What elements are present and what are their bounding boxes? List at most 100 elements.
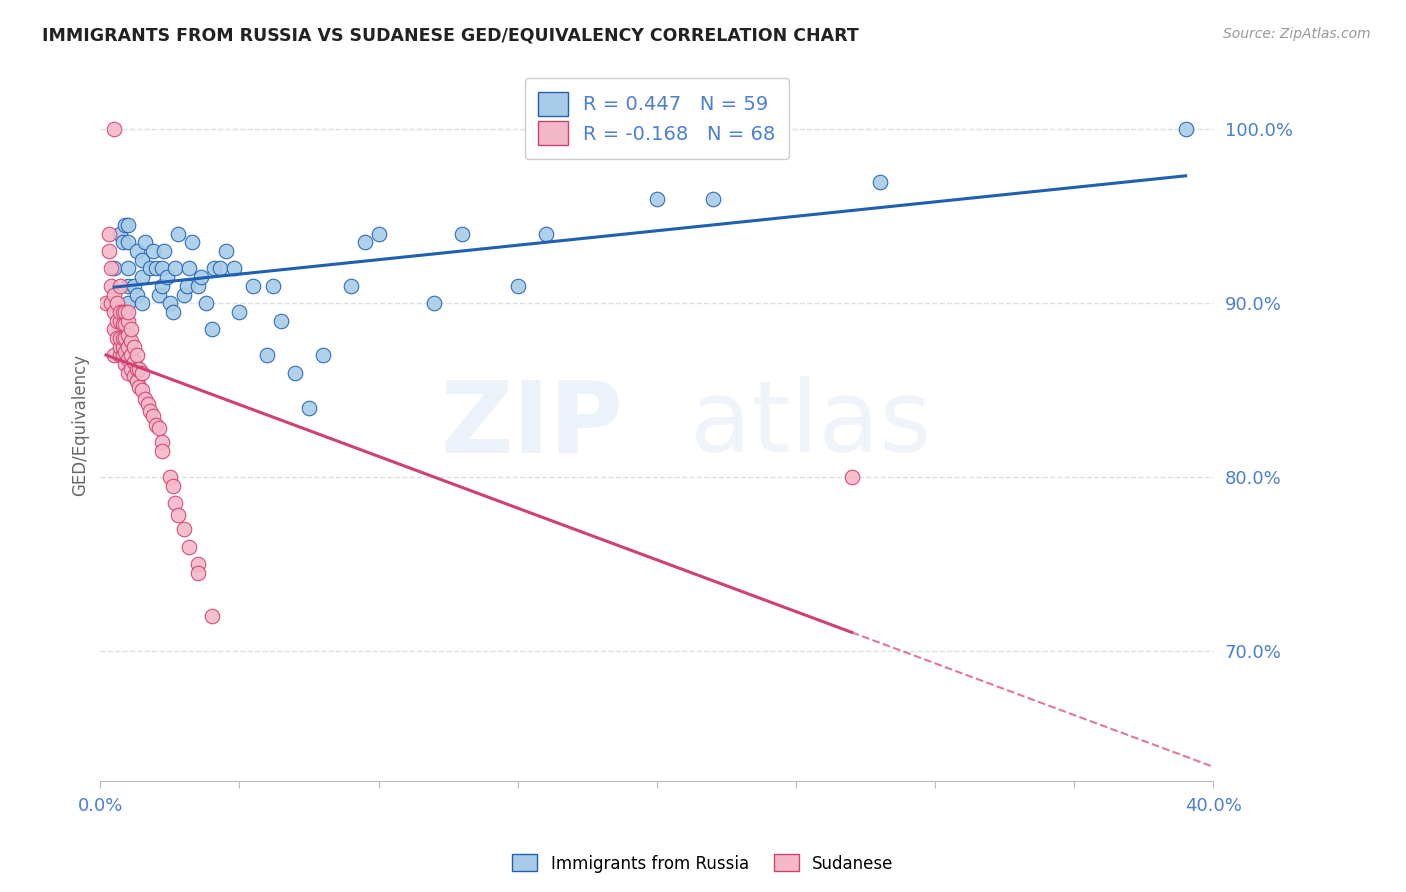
Point bbox=[103, 348, 125, 362]
Point bbox=[100, 261, 122, 276]
Point bbox=[122, 278, 145, 293]
Legend: R = 0.447   N = 59, R = -0.168   N = 68: R = 0.447 N = 59, R = -0.168 N = 68 bbox=[524, 78, 789, 159]
Point bbox=[111, 317, 134, 331]
Text: Source: ZipAtlas.com: Source: ZipAtlas.com bbox=[1223, 27, 1371, 41]
Point bbox=[131, 366, 153, 380]
Point bbox=[145, 261, 167, 276]
Point bbox=[120, 322, 142, 336]
Text: atlas: atlas bbox=[690, 376, 932, 474]
Point bbox=[162, 479, 184, 493]
Point bbox=[204, 261, 226, 276]
Point bbox=[173, 287, 195, 301]
Point bbox=[108, 313, 131, 327]
Point bbox=[117, 235, 139, 250]
Point bbox=[134, 235, 156, 250]
Point bbox=[128, 362, 150, 376]
Point bbox=[270, 313, 292, 327]
Point bbox=[702, 192, 724, 206]
Point bbox=[103, 261, 125, 276]
Point bbox=[131, 296, 153, 310]
Point bbox=[131, 270, 153, 285]
Point bbox=[125, 244, 148, 258]
Point bbox=[167, 227, 190, 241]
Point bbox=[153, 244, 176, 258]
Point bbox=[165, 496, 187, 510]
Point bbox=[117, 340, 139, 354]
Point bbox=[139, 404, 162, 418]
Legend: Immigrants from Russia, Sudanese: Immigrants from Russia, Sudanese bbox=[506, 847, 900, 880]
Point bbox=[187, 566, 209, 580]
Point bbox=[841, 470, 863, 484]
Point bbox=[97, 227, 120, 241]
Point bbox=[195, 296, 218, 310]
Point bbox=[262, 278, 284, 293]
Point bbox=[228, 305, 250, 319]
Point bbox=[120, 348, 142, 362]
Point bbox=[190, 270, 212, 285]
Point bbox=[353, 235, 375, 250]
Point bbox=[108, 331, 131, 345]
Point bbox=[187, 278, 209, 293]
Point bbox=[139, 261, 162, 276]
Point bbox=[114, 218, 136, 232]
Point bbox=[208, 261, 231, 276]
Point bbox=[162, 305, 184, 319]
Point bbox=[159, 296, 181, 310]
Point bbox=[105, 313, 128, 327]
Point bbox=[114, 357, 136, 371]
Point bbox=[451, 227, 474, 241]
Point bbox=[108, 340, 131, 354]
Point bbox=[103, 305, 125, 319]
Point bbox=[117, 261, 139, 276]
Point bbox=[167, 508, 190, 523]
Point bbox=[125, 362, 148, 376]
Point bbox=[108, 278, 131, 293]
Point bbox=[131, 383, 153, 397]
Point bbox=[367, 227, 389, 241]
Point bbox=[165, 261, 187, 276]
Point bbox=[179, 540, 201, 554]
Point bbox=[108, 227, 131, 241]
Point bbox=[120, 334, 142, 349]
Point bbox=[298, 401, 321, 415]
Point bbox=[117, 218, 139, 232]
Point bbox=[114, 317, 136, 331]
Point bbox=[117, 327, 139, 342]
Point bbox=[100, 278, 122, 293]
Point bbox=[534, 227, 557, 241]
Point bbox=[869, 174, 891, 188]
Point bbox=[105, 296, 128, 310]
Point bbox=[312, 348, 335, 362]
Point bbox=[125, 348, 148, 362]
Point bbox=[120, 362, 142, 376]
Point bbox=[94, 296, 117, 310]
Point bbox=[117, 366, 139, 380]
Point bbox=[117, 351, 139, 366]
Point bbox=[122, 369, 145, 384]
Point bbox=[148, 287, 170, 301]
Point bbox=[187, 557, 209, 571]
Point bbox=[142, 409, 165, 424]
Point bbox=[134, 392, 156, 406]
Point bbox=[256, 348, 278, 362]
Point bbox=[117, 296, 139, 310]
Point bbox=[222, 261, 245, 276]
Point bbox=[103, 287, 125, 301]
Point bbox=[125, 375, 148, 389]
Point bbox=[103, 122, 125, 136]
Point bbox=[103, 322, 125, 336]
Point bbox=[117, 313, 139, 327]
Point bbox=[97, 244, 120, 258]
Point bbox=[131, 252, 153, 267]
Point bbox=[173, 522, 195, 536]
Point bbox=[156, 270, 179, 285]
Point bbox=[179, 261, 201, 276]
Point bbox=[214, 244, 236, 258]
Point bbox=[176, 278, 198, 293]
Point bbox=[242, 278, 264, 293]
Point bbox=[122, 355, 145, 369]
Point bbox=[100, 296, 122, 310]
Point bbox=[111, 331, 134, 345]
Point bbox=[142, 244, 165, 258]
Point bbox=[150, 278, 173, 293]
